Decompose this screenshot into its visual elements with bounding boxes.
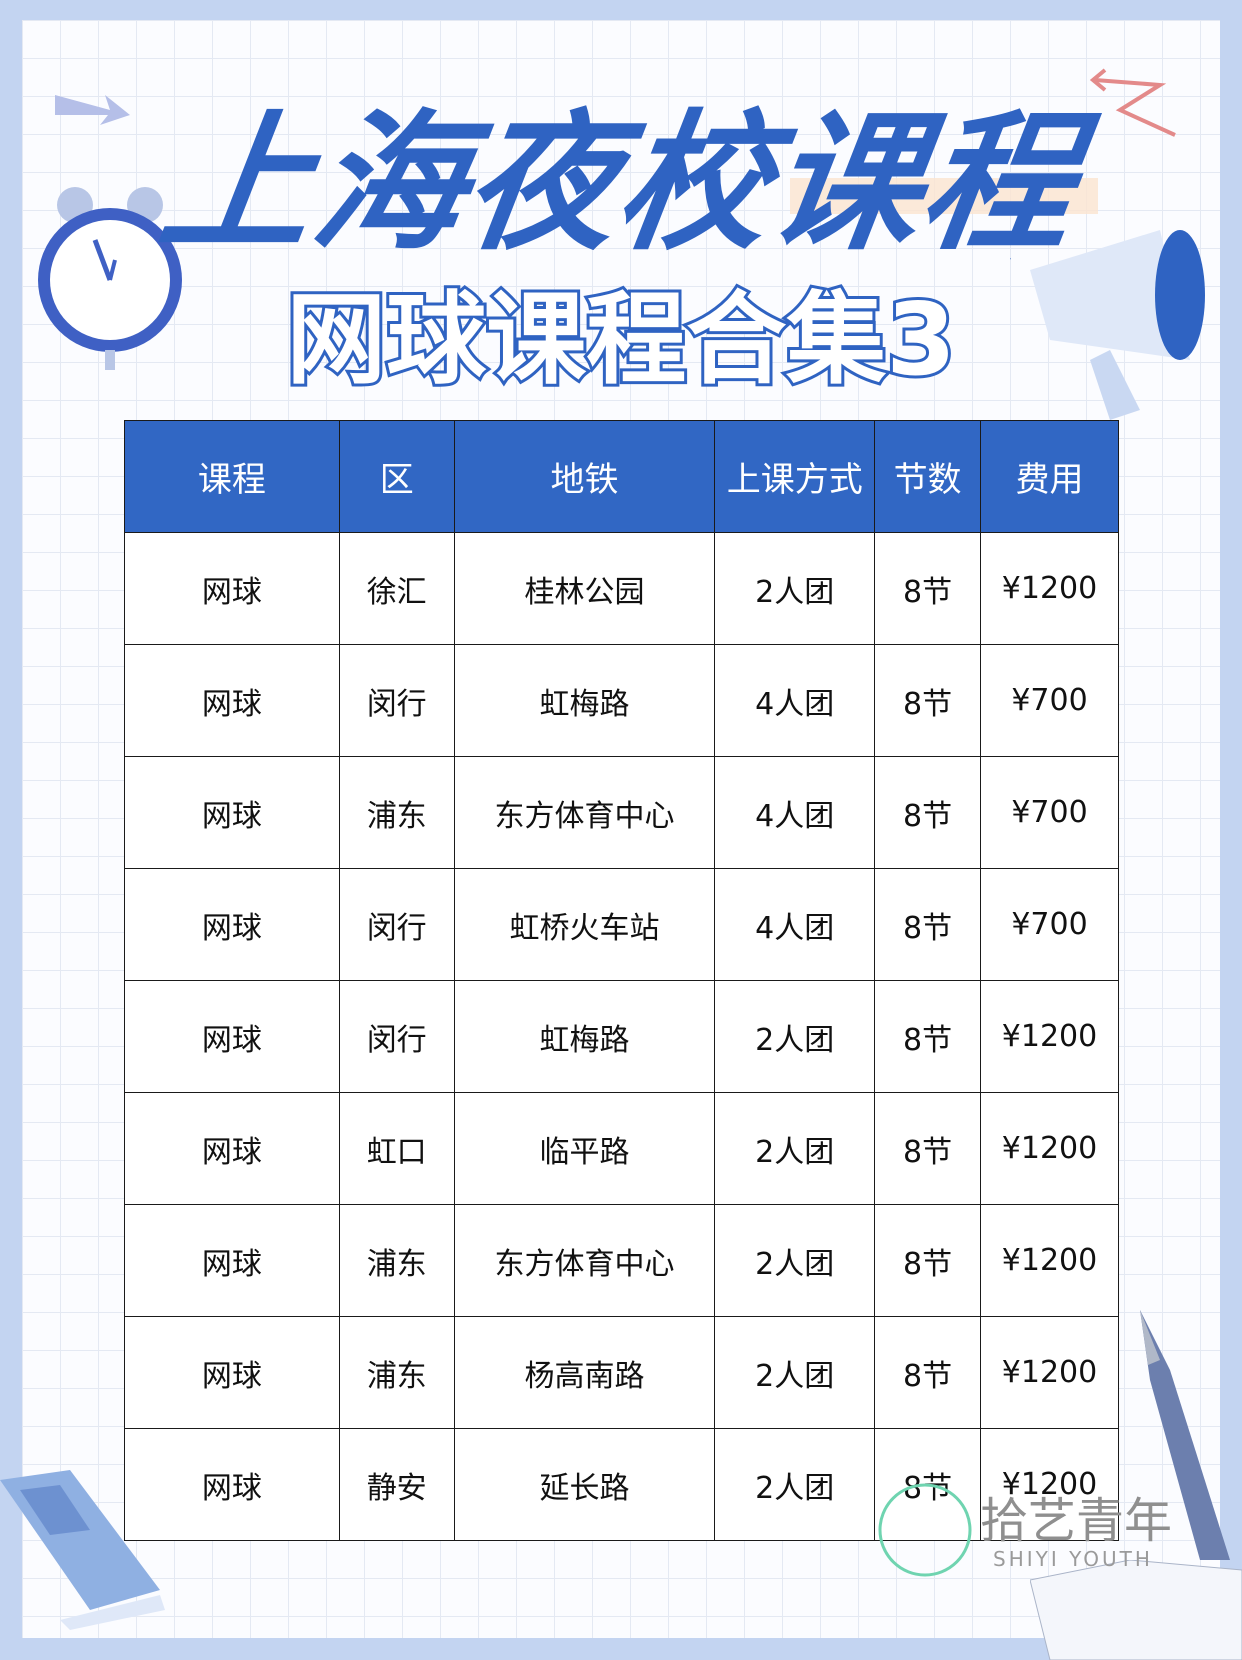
pen-icon xyxy=(1140,1310,1230,1560)
cell-metro: 东方体育中心 xyxy=(453,756,716,869)
book-icon xyxy=(0,1470,165,1630)
table-row: 网球 闵行 虹梅路 4人团 8节 ¥700 xyxy=(124,644,1119,757)
cell-metro: 临平路 xyxy=(453,1092,716,1205)
watermark-logo: 拾艺青年 SHIYI YOUTH xyxy=(875,1475,1242,1585)
notebook-icon xyxy=(1030,1560,1242,1660)
cell-district: 浦东 xyxy=(338,756,455,869)
cell-sessions: 8节 xyxy=(874,532,982,645)
cell-metro: 延长路 xyxy=(453,1428,716,1541)
cell-course: 网球 xyxy=(124,1204,340,1317)
cell-course: 网球 xyxy=(124,1316,340,1429)
cell-sessions: 8节 xyxy=(874,1316,982,1429)
table-row: 网球 静安 延长路 2人团 8节 ¥1200 xyxy=(124,1428,1119,1541)
cell-district: 徐汇 xyxy=(338,532,455,645)
table-row: 网球 浦东 东方体育中心 4人团 8节 ¥700 xyxy=(124,756,1119,869)
table-row: 网球 浦东 东方体育中心 2人团 8节 ¥1200 xyxy=(124,1204,1119,1317)
header-metro: 地铁 xyxy=(453,420,716,533)
cell-class-format: 4人团 xyxy=(714,644,876,757)
cell-sessions: 8节 xyxy=(874,980,982,1093)
cell-class-format: 4人团 xyxy=(714,868,876,981)
cell-fee: ¥700 xyxy=(980,644,1119,757)
cell-course: 网球 xyxy=(124,980,340,1093)
cell-fee: ¥700 xyxy=(980,756,1119,869)
cell-course: 网球 xyxy=(124,532,340,645)
megaphone-icon xyxy=(1010,230,1205,420)
course-table: 课程区地铁 上课方式 节数 费用 网球 徐汇 桂林公园 2人团 8节 ¥1200 网球 闵行 虹梅路 4… xyxy=(124,420,1119,1541)
cell-sessions: 8节 xyxy=(874,644,982,757)
table-row: 网球 闵行 虹桥火车站 4人团 8节 ¥700 xyxy=(124,868,1119,981)
cell-fee: ¥1200 xyxy=(980,532,1119,645)
arrow-icon xyxy=(55,95,130,125)
cell-district: 闵行 xyxy=(338,868,455,981)
cell-sessions: 8节 xyxy=(874,756,982,869)
cell-metro: 虹梅路 xyxy=(453,980,716,1093)
shiyi-logo-icon xyxy=(878,1483,972,1577)
cell-district: 闵行 xyxy=(338,644,455,757)
cell-metro: 虹梅路 xyxy=(453,644,716,757)
cell-sessions: 8节 xyxy=(874,1092,982,1205)
cell-district: 浦东 xyxy=(338,1204,455,1317)
cell-district: 静安 xyxy=(338,1428,455,1541)
cell-course: 网球 xyxy=(124,868,340,981)
squiggle-arrow-icon xyxy=(1090,68,1176,137)
table-row: 网球 徐汇 桂林公园 2人团 8节 ¥1200 xyxy=(124,532,1119,645)
cell-course: 网球 xyxy=(124,1092,340,1205)
cell-class-format: 2人团 xyxy=(714,1092,876,1205)
table-header-row: 课程区地铁 上课方式 节数 费用 xyxy=(124,420,1119,533)
watermark-name: 拾艺青年 xyxy=(980,1493,1173,1549)
title-highlight xyxy=(790,178,1098,214)
watermark-english: SHIYI YOUTH xyxy=(993,1547,1153,1571)
cell-course: 网球 xyxy=(124,644,340,757)
cell-class-format: 2人团 xyxy=(714,1204,876,1317)
header-district: 区 xyxy=(338,420,455,533)
cell-metro: 桂林公园 xyxy=(453,532,716,645)
cell-district: 浦东 xyxy=(338,1316,455,1429)
cell-fee: ¥1200 xyxy=(980,1204,1119,1317)
cell-metro: 杨高南路 xyxy=(453,1316,716,1429)
cell-metro: 东方体育中心 xyxy=(453,1204,716,1317)
cell-sessions: 8节 xyxy=(874,868,982,981)
cell-district: 虹口 xyxy=(338,1092,455,1205)
table-row: 网球 浦东 杨高南路 2人团 8节 ¥1200 xyxy=(124,1316,1119,1429)
cell-fee: ¥1200 xyxy=(980,1092,1119,1205)
header-fee: 费用 xyxy=(980,420,1119,533)
alarm-clock-icon xyxy=(38,187,182,370)
cell-class-format: 4人团 xyxy=(714,756,876,869)
cell-class-format: 2人团 xyxy=(714,1316,876,1429)
cell-course: 网球 xyxy=(124,756,340,869)
cell-class-format: 2人团 xyxy=(714,532,876,645)
page-title: 上海夜校课程 xyxy=(150,97,1088,271)
table-row: 网球 闵行 虹梅路 2人团 8节 ¥1200 xyxy=(124,980,1119,1093)
header-class-format: 上课方式 xyxy=(714,420,876,533)
cell-sessions: 8节 xyxy=(874,1204,982,1317)
cell-fee: ¥1200 xyxy=(980,980,1119,1093)
header-course: 课程 xyxy=(124,420,340,533)
cell-district: 闵行 xyxy=(338,980,455,1093)
cell-fee: ¥1200 xyxy=(980,1428,1119,1541)
page-subtitle: 网球课程合集3 xyxy=(283,278,959,401)
table-row: 网球 虹口 临平路 2人团 8节 ¥1200 xyxy=(124,1092,1119,1205)
cell-class-format: 2人团 xyxy=(714,980,876,1093)
cell-class-format: 2人团 xyxy=(714,1428,876,1541)
header-sessions: 节数 xyxy=(874,420,982,533)
cell-fee: ¥700 xyxy=(980,868,1119,981)
cell-fee: ¥1200 xyxy=(980,1316,1119,1429)
cell-metro: 虹桥火车站 xyxy=(453,868,716,981)
cell-course: 网球 xyxy=(124,1428,340,1541)
